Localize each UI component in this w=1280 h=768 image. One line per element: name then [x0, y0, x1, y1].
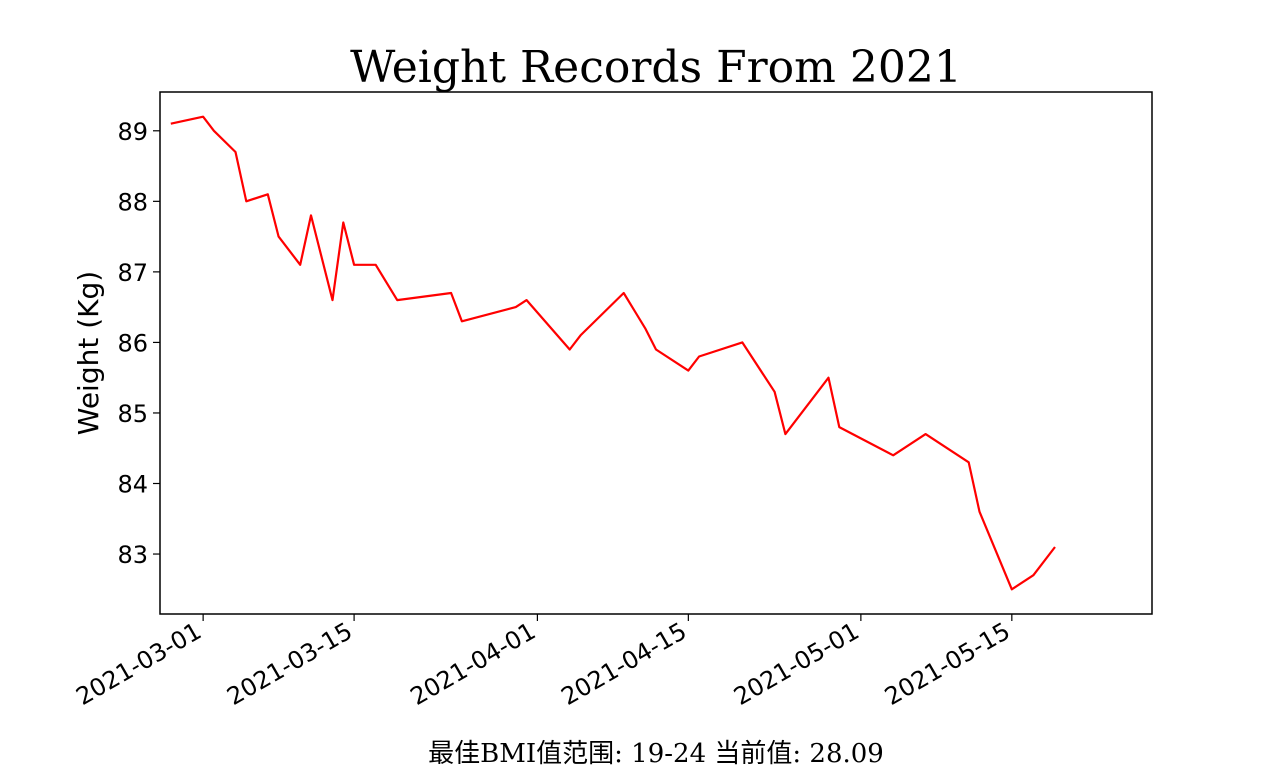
y-tick-label: 85 — [117, 400, 148, 428]
y-tick-label: 87 — [117, 259, 148, 287]
x-tick-label: 2021-03-15 — [222, 617, 357, 711]
bmi-footnote: 最佳BMI值范围: 19-24 当前值: 28.09 — [428, 739, 884, 768]
x-axis: 2021-03-01 2021-03-15 2021-04-01 2021-04-15… — [71, 614, 1015, 711]
y-axis-label: Weight (Kg) — [72, 271, 105, 435]
chart-title: Weight Records From 2021 — [350, 42, 962, 93]
x-tick-label: 2021-03-01 — [71, 617, 206, 711]
x-tick-label: 2021-04-01 — [406, 617, 541, 711]
x-tick-label: 2021-05-15 — [880, 617, 1015, 711]
y-axis: 83 84 85 86 87 88 89 — [117, 118, 160, 569]
weight-series-line — [170, 115, 1056, 591]
y-tick-label: 89 — [117, 118, 148, 146]
y-tick-label: 88 — [117, 188, 148, 216]
y-tick-label: 86 — [117, 329, 148, 357]
plot-frame — [159, 91, 1153, 615]
y-tick-label: 84 — [117, 471, 148, 499]
plot-area — [170, 115, 1056, 591]
x-tick-label: 2021-04-15 — [557, 617, 692, 711]
x-tick-label: 2021-05-01 — [729, 617, 864, 711]
y-tick-label: 83 — [117, 541, 148, 569]
